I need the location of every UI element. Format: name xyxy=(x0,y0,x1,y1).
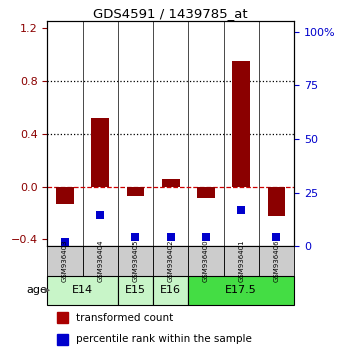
Text: GSM936404: GSM936404 xyxy=(97,240,103,282)
Bar xyxy=(91,118,109,187)
Text: age: age xyxy=(26,285,47,295)
Bar xyxy=(188,246,223,275)
Bar xyxy=(57,333,68,344)
Bar xyxy=(162,179,179,187)
Text: GSM936401: GSM936401 xyxy=(238,240,244,282)
Point xyxy=(62,239,68,244)
Bar xyxy=(223,246,259,275)
Text: E15: E15 xyxy=(125,285,146,295)
Point xyxy=(239,207,244,213)
Text: E14: E14 xyxy=(72,285,93,295)
Bar xyxy=(47,246,82,275)
Text: GSM936400: GSM936400 xyxy=(203,240,209,282)
Bar xyxy=(259,246,294,275)
Bar xyxy=(118,275,153,305)
Text: transformed count: transformed count xyxy=(76,313,173,323)
Text: GSM936405: GSM936405 xyxy=(132,240,139,282)
Bar xyxy=(197,187,215,199)
Bar xyxy=(127,187,144,196)
Point xyxy=(274,234,279,240)
Point xyxy=(168,234,173,240)
Text: E16: E16 xyxy=(160,285,181,295)
Point xyxy=(133,234,138,240)
Bar xyxy=(153,246,188,275)
Bar xyxy=(118,246,153,275)
Point xyxy=(97,212,103,217)
Bar xyxy=(153,275,188,305)
Bar xyxy=(268,187,285,216)
Title: GDS4591 / 1439785_at: GDS4591 / 1439785_at xyxy=(93,7,248,20)
Text: GSM936402: GSM936402 xyxy=(168,240,174,282)
Text: GSM936403: GSM936403 xyxy=(62,240,68,282)
Bar xyxy=(188,275,294,305)
Text: percentile rank within the sample: percentile rank within the sample xyxy=(76,334,251,344)
Text: GSM936406: GSM936406 xyxy=(273,240,280,282)
Point xyxy=(203,234,209,240)
Bar xyxy=(82,246,118,275)
Bar xyxy=(233,61,250,187)
Bar xyxy=(57,312,68,323)
Bar xyxy=(47,275,118,305)
Bar xyxy=(56,187,74,204)
Text: E17.5: E17.5 xyxy=(225,285,257,295)
